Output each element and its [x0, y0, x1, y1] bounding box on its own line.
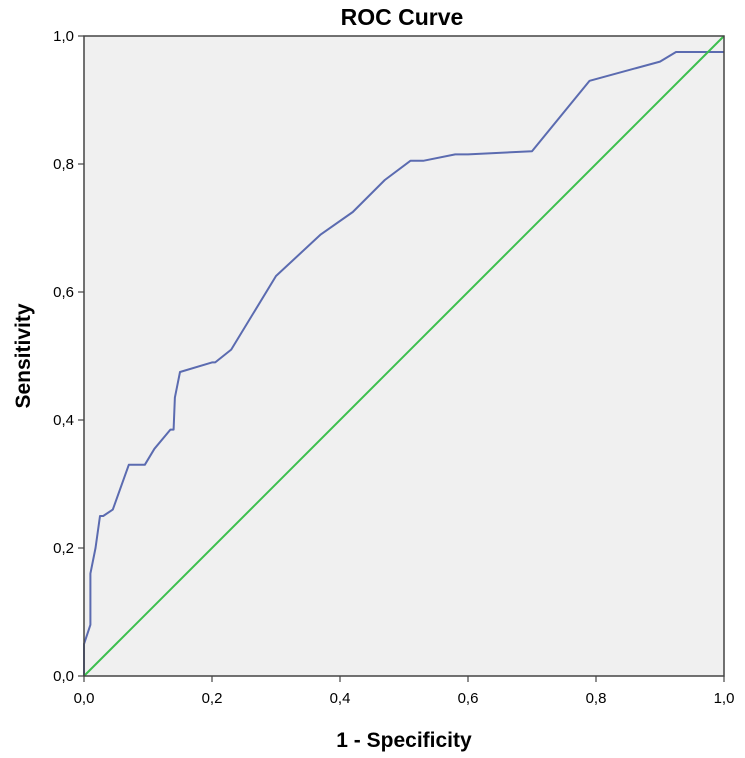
- y-axis-label: Sensitivity: [12, 303, 35, 408]
- x-tick-label: 0,2: [202, 690, 223, 707]
- y-tick-label: 0,2: [53, 540, 74, 557]
- plot-frame: [83, 35, 725, 677]
- y-tick-label: 0,0: [53, 668, 74, 685]
- chart-title: ROC Curve: [341, 4, 464, 30]
- reference-diagonal-line: [83, 35, 725, 677]
- y-tick-label: 1,0: [53, 28, 74, 45]
- y-tick-label: 0,8: [53, 156, 74, 173]
- x-tick-label: 0,4: [330, 690, 351, 707]
- y-tick-label: 0,6: [53, 284, 74, 301]
- x-tick-label: 1,0: [714, 690, 735, 707]
- y-axis-ticks: 0,0 0,2 0,4 0,6 0,8 1,0: [53, 28, 84, 685]
- x-tick-label: 0,0: [74, 690, 95, 707]
- y-tick-label: 0,4: [53, 412, 74, 429]
- x-tick-label: 0,6: [458, 690, 479, 707]
- x-tick-label: 0,8: [586, 690, 607, 707]
- roc-curve-line: [83, 51, 724, 676]
- x-axis-label: 1 - Specificity: [336, 729, 472, 752]
- x-axis-ticks: 0,0 0,2 0,4 0,6 0,8 1,0: [74, 676, 735, 707]
- series-layer: [83, 35, 725, 677]
